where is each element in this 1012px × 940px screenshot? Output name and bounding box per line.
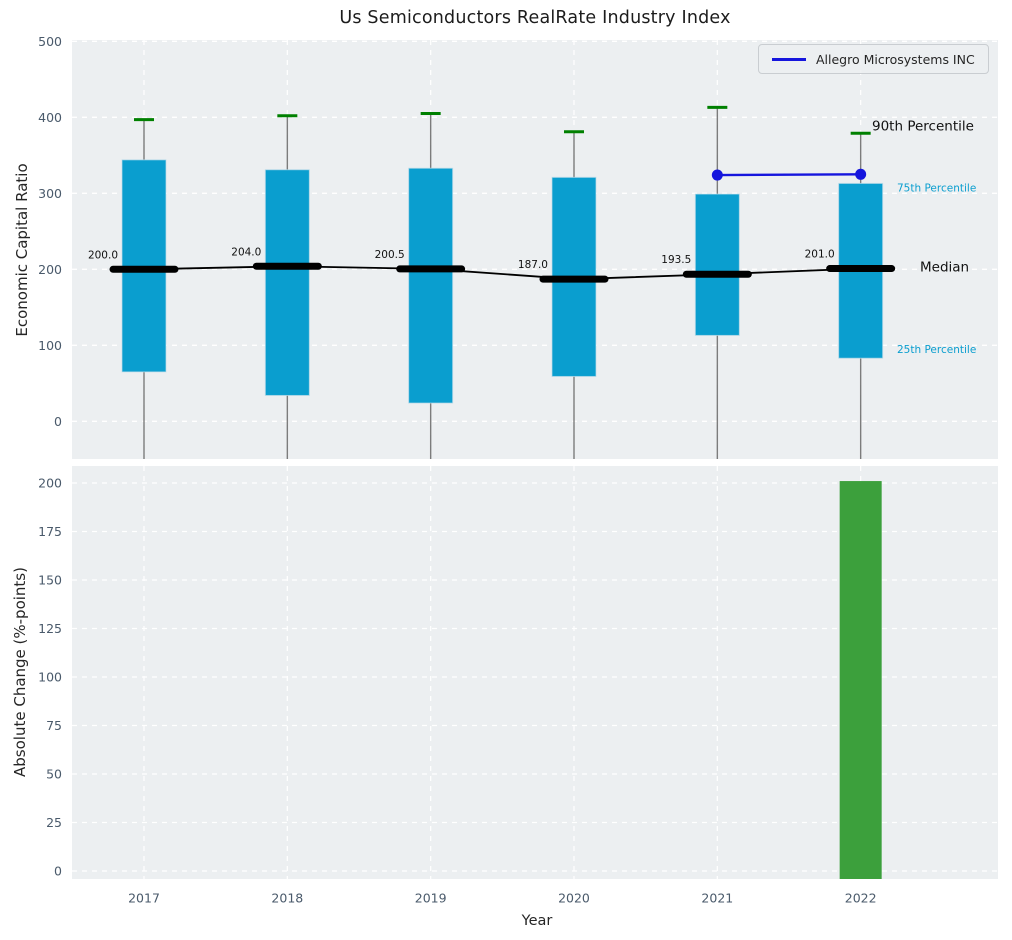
median-value-label-2021: 193.5 bbox=[661, 254, 691, 266]
median-value-label-2017: 200.0 bbox=[88, 249, 118, 261]
bottom-ytick-150: 150 bbox=[38, 573, 62, 588]
top-ytick-500: 500 bbox=[38, 34, 62, 49]
x-axis-label: Year bbox=[521, 913, 553, 929]
annotation-median: Median bbox=[920, 260, 969, 276]
bottom-ytick-25: 25 bbox=[46, 815, 62, 830]
company-point-2021 bbox=[711, 169, 723, 181]
bottom-ytick-100: 100 bbox=[38, 670, 62, 685]
median-value-label-2020: 187.0 bbox=[518, 259, 548, 271]
top-ytick-200: 200 bbox=[38, 262, 62, 277]
bottom-ytick-0: 0 bbox=[54, 864, 62, 879]
xtick-2022: 2022 bbox=[845, 891, 877, 906]
bottom-ytick-50: 50 bbox=[46, 767, 62, 782]
company-point-2022 bbox=[855, 168, 867, 180]
xtick-2021: 2021 bbox=[701, 891, 733, 906]
xtick-2019: 2019 bbox=[415, 891, 447, 906]
top-y-axis-label: Economic Capital Ratio bbox=[13, 163, 31, 337]
bottom-ytick-175: 175 bbox=[38, 524, 62, 539]
median-value-label-2019: 200.5 bbox=[375, 249, 405, 261]
legend-line-sample-icon bbox=[772, 57, 806, 61]
top-ytick-0: 0 bbox=[54, 414, 62, 429]
legend: Allegro Microsystems INC bbox=[758, 44, 989, 74]
chart-title: Us Semiconductors RealRate Industry Inde… bbox=[339, 8, 731, 28]
top-ytick-300: 300 bbox=[38, 186, 62, 201]
top-ytick-400: 400 bbox=[38, 110, 62, 125]
percentile-box-2018 bbox=[264, 169, 310, 396]
bottom-ytick-200: 200 bbox=[38, 476, 62, 491]
xtick-2018: 2018 bbox=[271, 891, 303, 906]
xtick-2017: 2017 bbox=[128, 891, 160, 906]
bottom-ytick-125: 125 bbox=[38, 621, 62, 636]
xtick-2020: 2020 bbox=[558, 891, 590, 906]
change-bar-2022 bbox=[839, 481, 882, 879]
median-value-label-2018: 204.0 bbox=[231, 246, 261, 258]
annotation-90th-percentile: 90th Percentile bbox=[872, 118, 974, 134]
percentile-box-2021 bbox=[694, 193, 740, 336]
top-ytick-100: 100 bbox=[38, 338, 62, 353]
annotation-75th-percentile: 75th Percentile bbox=[897, 182, 976, 194]
company-line bbox=[717, 173, 861, 177]
median-value-label-2022: 201.0 bbox=[805, 249, 835, 261]
bottom-ytick-75: 75 bbox=[46, 718, 62, 733]
percentile-box-2019 bbox=[408, 167, 454, 404]
legend-label: Allegro Microsystems INC bbox=[816, 51, 975, 67]
bottom-y-axis-label: Absolute Change (%-points) bbox=[11, 567, 29, 777]
annotation-25th-percentile: 25th Percentile bbox=[897, 344, 976, 356]
